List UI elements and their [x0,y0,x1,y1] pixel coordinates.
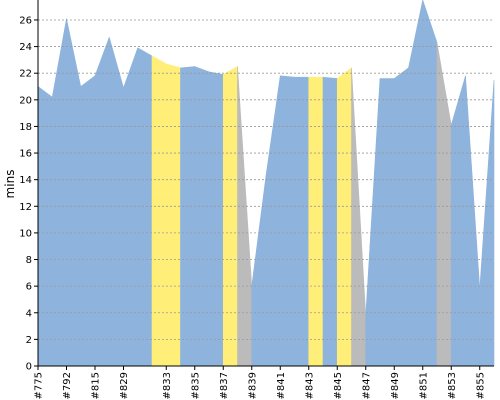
area-segment-853 [450,75,466,367]
x-tick-label: #853 [447,372,458,399]
area-segment-851 [422,0,438,367]
y-tick-label: 8 [26,255,32,266]
x-tick-label: #847 [361,372,372,399]
x-tick-label: #851 [418,372,429,399]
area-segment-832 [151,55,167,367]
area-segment-835 [194,66,210,367]
area-segment-839 [251,175,267,367]
x-tick-label: #841 [276,372,287,399]
area-segment-854 [465,75,481,367]
gridlines [38,19,494,340]
area-segment-836 [208,71,224,367]
area-segment-843 [308,76,324,367]
area-segment-833 [165,63,181,367]
x-tick-label: #843 [304,372,315,399]
area-segments [37,0,495,367]
y-tick-label: 20 [19,95,32,106]
y-tick-label: 22 [19,69,32,80]
area-segment-831 [137,47,153,367]
y-tick-label: 12 [19,202,32,213]
area-segment-840 [265,75,281,367]
y-tick-label: 6 [26,282,32,293]
area-segment-838 [237,66,253,367]
area-segment-848 [379,78,395,367]
area-segment-803 [80,75,96,367]
y-tick-label: 4 [26,308,32,319]
y-tick-label: 10 [19,228,32,239]
area-segment-846 [351,67,367,367]
x-tick-label: #845 [333,372,344,399]
area-segment-792 [66,18,82,367]
x-tick-label: #815 [91,372,102,399]
area-segment-847 [365,78,381,367]
area-segment-834 [180,66,196,367]
area-segment-820 [108,37,124,367]
area-segment-850 [408,0,424,367]
y-tick-label: 14 [19,175,32,186]
area-segment-855 [479,79,495,367]
area-segment-852 [436,42,452,367]
area-segment-845 [336,67,352,367]
area-segment-842 [294,76,310,367]
y-tick-label: 24 [19,42,32,53]
x-tick-label: #855 [475,372,486,399]
area-segment-837 [222,66,238,367]
x-tick-label: #775 [34,372,45,399]
x-tick-labels: #775 #792 #815 #829 #833 #835 #837 #839 #841 #843… [34,372,487,399]
x-tick-label: #839 [247,372,258,399]
y-tick-label: 26 [19,15,32,26]
axes [34,0,494,370]
y-tick-label: 16 [19,149,32,160]
y-axis-label: mins [3,170,17,199]
x-tick-label: #792 [62,372,73,399]
x-tick-label: #833 [162,372,173,399]
area-segment-775 [37,85,53,367]
area-segment-815 [94,37,110,367]
area-segment-844 [322,76,338,367]
area-segment-849 [393,67,409,367]
area-segment-841 [279,75,295,367]
x-tick-label: #837 [219,372,230,399]
area-segment-829 [123,47,139,367]
area-segment-781 [51,18,67,367]
x-tick-label: #829 [119,372,130,399]
y-tick-label: 18 [19,122,32,133]
y-tick-label: 2 [26,335,32,346]
x-tick-label: #835 [190,372,201,399]
x-tick-label: #849 [390,372,401,399]
y-tick-label: 0 [26,362,32,373]
